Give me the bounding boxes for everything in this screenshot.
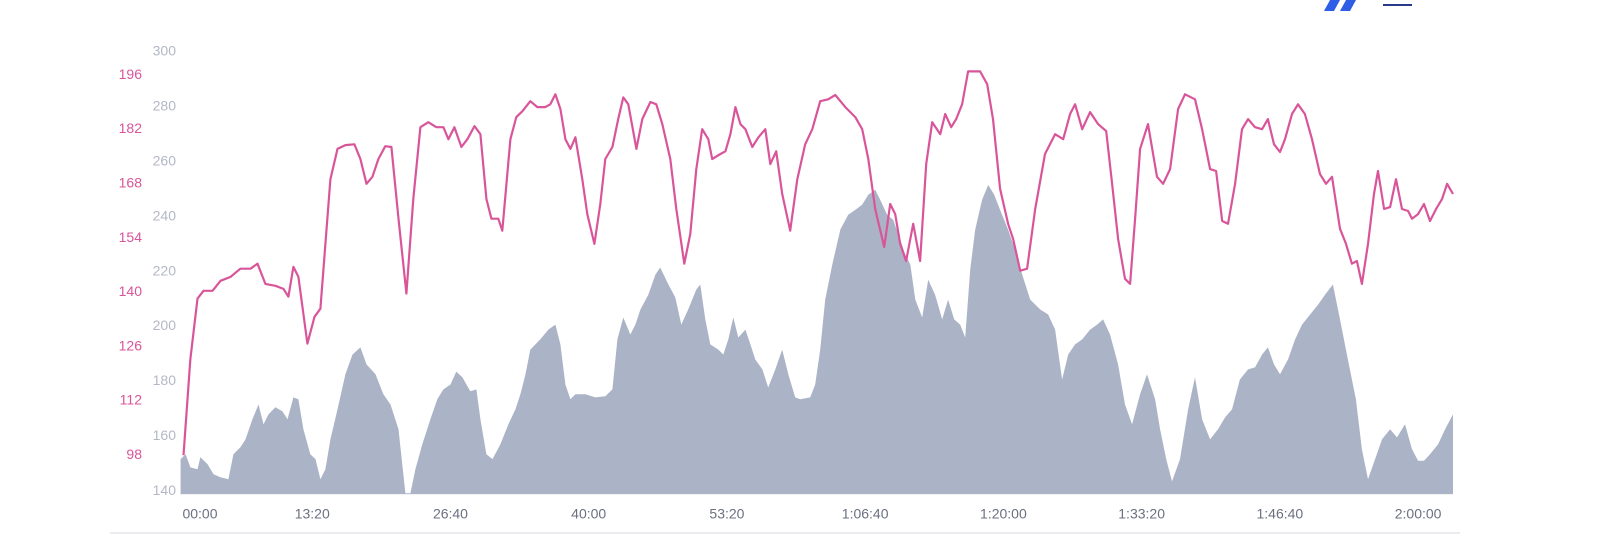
y-tick-label: 112 (120, 392, 143, 408)
x-tick-label: 2:00:00 (1395, 506, 1442, 522)
elevation-area (180, 184, 1454, 494)
y2-tick-label: 240 (153, 207, 177, 223)
y-tick-label: 126 (119, 337, 143, 353)
x-tick-label: 40:00 (571, 506, 606, 522)
y-tick-label: 182 (119, 120, 143, 136)
x-tick-label: 26:40 (433, 506, 468, 522)
app-icon (1324, 0, 1356, 11)
y2-tick-label: 220 (153, 262, 177, 278)
heart-rate-line (182, 70, 1454, 456)
y-tick-label: 154 (119, 229, 143, 245)
y2-tick-label: 180 (153, 372, 177, 388)
y2-tick-label: 280 (153, 98, 177, 114)
x-tick-label: 1:20:00 (980, 506, 1027, 522)
x-tick-label: 53:20 (709, 506, 744, 522)
y2-tick-label: 200 (153, 317, 177, 333)
y-tick-label: 140 (119, 283, 143, 299)
x-tick-label: 13:20 (295, 506, 330, 522)
y-tick-label: 196 (119, 66, 143, 82)
y2-tick-label: 140 (153, 482, 177, 498)
y2-tick-label: 160 (153, 427, 177, 443)
y2-tick-label: 300 (153, 43, 177, 59)
y-tick-label: 168 (119, 175, 143, 191)
plot-area: 140 160 180 200 220 240 260 280 300 98 112 126 140 15… (119, 43, 1454, 522)
x-tick-label: 1:46:40 (1257, 506, 1304, 522)
x-tick-label: 1:33:20 (1118, 506, 1165, 522)
y-tick-label: 98 (126, 446, 142, 462)
y2-tick-label: 260 (153, 153, 177, 169)
x-tick-label: 00:00 (182, 506, 217, 522)
x-tick-label: 1:06:40 (842, 506, 889, 522)
